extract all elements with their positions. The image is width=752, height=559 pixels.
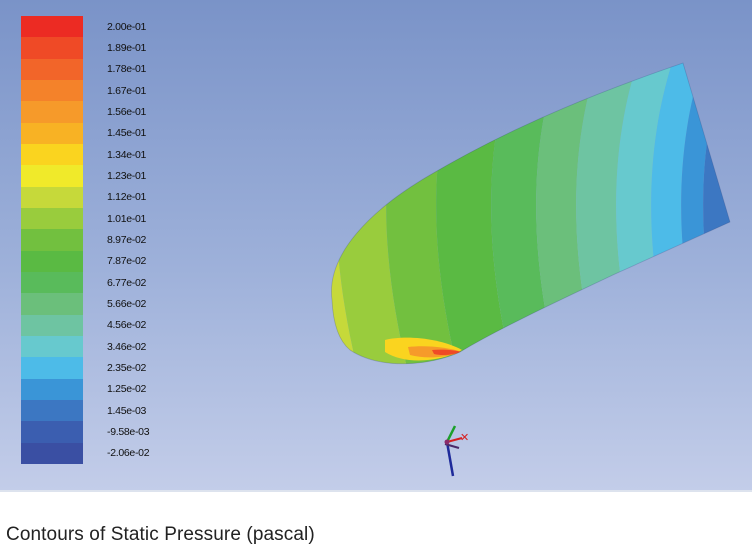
legend-label: 5.66e-02 <box>107 298 147 310</box>
legend-label: 2.00e-01 <box>107 20 147 33</box>
axis-x-icon <box>446 437 463 443</box>
legend-swatch <box>21 229 83 252</box>
legend-label: 1.25e-02 <box>107 383 147 396</box>
legend-swatch <box>21 293 83 316</box>
axis-origin-icon <box>444 439 450 445</box>
legend-swatch <box>21 165 83 188</box>
legend-swatch <box>21 208 83 230</box>
axis-y-icon <box>445 425 457 443</box>
legend-swatch <box>21 378 83 401</box>
axis-triad-icon[interactable]: ✕ <box>444 425 470 477</box>
legend-swatch <box>21 186 83 209</box>
caption-divider <box>0 490 752 492</box>
legend-swatch <box>21 442 83 465</box>
legend-swatch <box>21 58 83 81</box>
legend-label: -9.58e-03 <box>107 426 150 438</box>
surface-outline <box>331 62 731 365</box>
contour-band <box>703 63 730 364</box>
legend-swatch <box>21 80 83 102</box>
legend-swatch <box>21 357 83 380</box>
legend-swatch <box>21 16 83 38</box>
legend-label: 1.23e-01 <box>107 170 147 182</box>
pressure-contour-bands <box>331 63 730 364</box>
legend-label: 2.35e-02 <box>107 362 147 374</box>
legend-swatch <box>21 272 83 294</box>
legend-label: 1.56e-01 <box>107 106 147 118</box>
legend-label: 1.45e-03 <box>107 404 147 417</box>
high-pressure-region <box>432 349 462 356</box>
legend-label: 1.01e-01 <box>107 212 147 225</box>
legend-swatch <box>21 122 83 145</box>
legend-label: 3.46e-02 <box>107 340 147 353</box>
legend-swatch <box>21 336 83 358</box>
legend-label: 1.67e-01 <box>107 84 147 97</box>
axis-connector-icon <box>444 443 460 449</box>
legend-label: 1.89e-01 <box>107 42 147 54</box>
legend-label: 1.34e-01 <box>107 148 147 161</box>
legend-swatch <box>21 144 83 166</box>
legend-label: 1.45e-01 <box>107 127 147 140</box>
legend-label: 4.56e-02 <box>107 319 147 332</box>
plot-caption: Contours of Static Pressure (pascal) <box>6 524 315 545</box>
contour-plot-surface[interactable]: ✕ <box>0 0 752 490</box>
legend-swatch <box>21 101 83 124</box>
legend-swatch <box>21 400 83 422</box>
legend-label: 6.77e-02 <box>107 276 147 289</box>
legend-label: 8.97e-02 <box>107 234 147 246</box>
contour-band <box>536 63 605 364</box>
legend-swatch <box>21 421 83 444</box>
legend-label: 1.12e-01 <box>107 191 147 204</box>
axis-x-marker-icon: ✕ <box>460 431 469 444</box>
legend-swatch <box>21 314 83 337</box>
legend-label: -2.06e-02 <box>107 447 150 460</box>
legend-label: 7.87e-02 <box>107 255 147 268</box>
color-legend-bar <box>21 16 83 465</box>
legend-label: 1.78e-01 <box>107 63 147 76</box>
legend-swatch <box>21 250 83 273</box>
axis-z-icon <box>445 441 455 477</box>
graphics-viewport[interactable]: 2.00e-01 1.89e-01 1.78e-01 1.67e-01 1.56e-01… <box>0 0 752 490</box>
legend-swatch <box>21 37 83 60</box>
